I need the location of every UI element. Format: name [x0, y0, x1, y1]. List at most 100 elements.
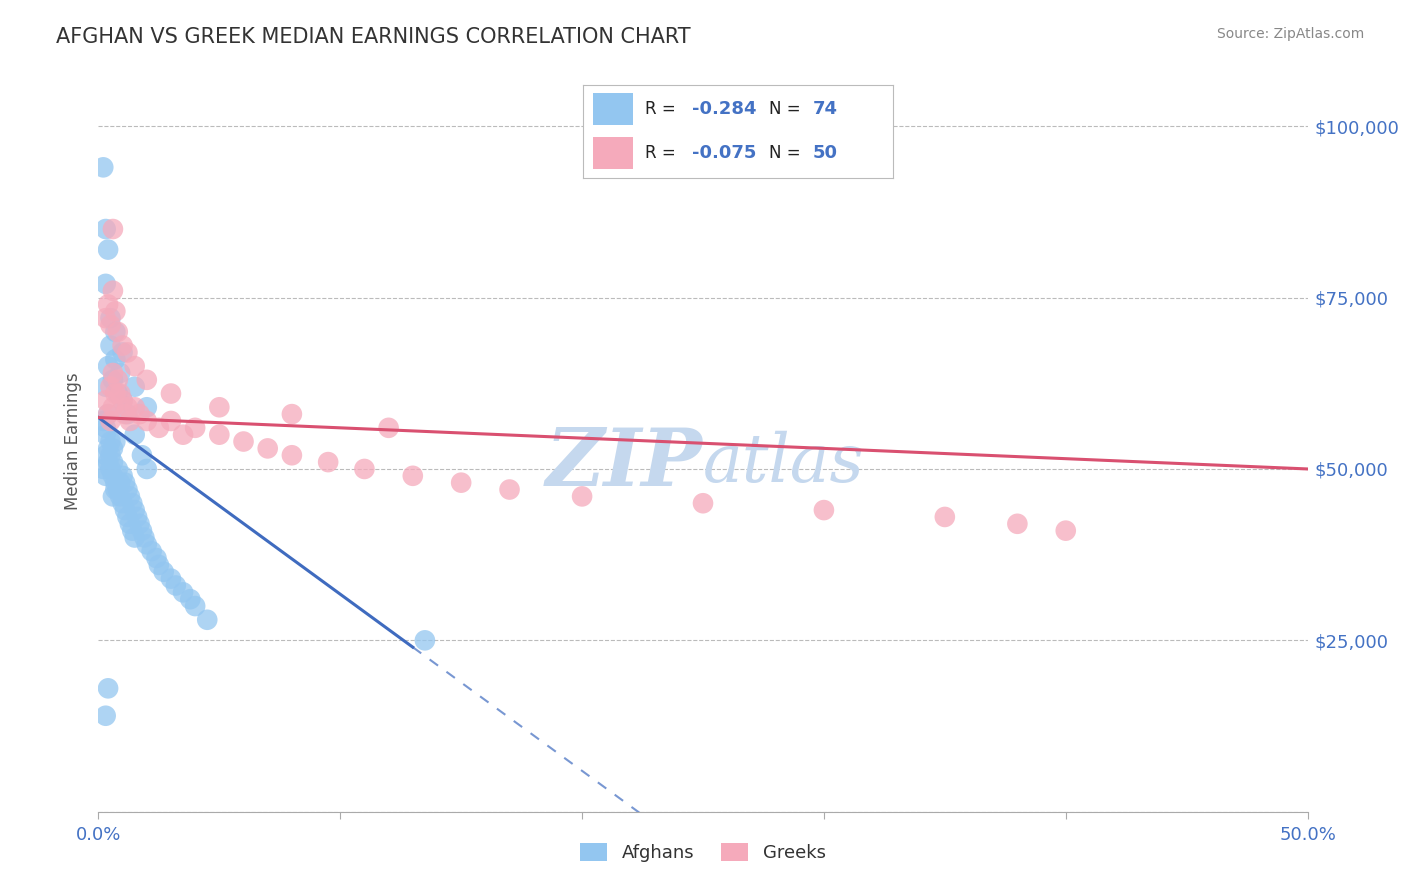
- Text: -0.284: -0.284: [692, 100, 756, 118]
- Point: [108, 489, 131, 503]
- Point: [104, 386, 127, 401]
- Point: [111, 393, 134, 408]
- Point: [107, 386, 129, 401]
- Point: [160, 572, 183, 586]
- Point: [208, 401, 231, 415]
- Bar: [593, 137, 633, 169]
- Point: [91, 414, 114, 428]
- Point: [172, 585, 194, 599]
- Point: [145, 551, 167, 566]
- Point: [118, 516, 141, 531]
- Point: [498, 483, 520, 497]
- Point: [101, 489, 124, 503]
- Point: [91, 161, 114, 175]
- Point: [94, 468, 117, 483]
- Point: [160, 414, 183, 428]
- Point: [104, 483, 127, 497]
- Point: [94, 380, 117, 394]
- Point: [97, 297, 120, 311]
- Point: [402, 468, 425, 483]
- Point: [117, 401, 139, 415]
- Point: [148, 558, 170, 572]
- Point: [101, 455, 124, 469]
- Point: [104, 325, 127, 339]
- Point: [94, 448, 117, 462]
- Point: [94, 421, 117, 435]
- Point: [117, 510, 139, 524]
- Text: N =: N =: [769, 145, 806, 162]
- Point: [377, 421, 399, 435]
- Point: [450, 475, 472, 490]
- Point: [104, 434, 127, 449]
- Point: [1054, 524, 1077, 538]
- Point: [141, 544, 163, 558]
- Point: [97, 407, 120, 421]
- Point: [101, 401, 124, 415]
- Point: [114, 407, 136, 421]
- Point: [208, 427, 231, 442]
- Point: [128, 516, 150, 531]
- Point: [94, 427, 117, 442]
- Text: R =: R =: [645, 100, 682, 118]
- Point: [124, 427, 146, 442]
- Point: [135, 537, 157, 551]
- Point: [101, 284, 124, 298]
- Point: [124, 503, 146, 517]
- Point: [101, 373, 124, 387]
- Point: [184, 599, 207, 613]
- Legend: Afghans, Greeks: Afghans, Greeks: [572, 836, 834, 870]
- Y-axis label: Median Earnings: Median Earnings: [65, 373, 83, 510]
- Point: [135, 414, 157, 428]
- Point: [934, 510, 956, 524]
- Point: [97, 407, 120, 421]
- Point: [281, 407, 304, 421]
- Point: [117, 407, 139, 421]
- Point: [97, 681, 120, 696]
- Point: [101, 468, 124, 483]
- Point: [104, 304, 127, 318]
- Point: [94, 277, 117, 291]
- Point: [124, 531, 146, 545]
- Text: atlas: atlas: [703, 431, 865, 496]
- Point: [97, 442, 120, 456]
- Point: [100, 434, 122, 449]
- Text: 50: 50: [813, 145, 838, 162]
- Point: [114, 475, 136, 490]
- Point: [100, 448, 122, 462]
- Point: [195, 613, 218, 627]
- Point: [165, 578, 187, 592]
- Text: 74: 74: [813, 100, 838, 118]
- Point: [124, 359, 146, 373]
- Point: [94, 311, 117, 326]
- Point: [121, 524, 143, 538]
- Text: AFGHAN VS GREEK MEDIAN EARNINGS CORRELATION CHART: AFGHAN VS GREEK MEDIAN EARNINGS CORRELAT…: [56, 27, 690, 46]
- Point: [118, 489, 141, 503]
- Point: [117, 483, 139, 497]
- Point: [108, 366, 131, 380]
- Point: [97, 455, 120, 469]
- Point: [111, 338, 134, 352]
- Point: [94, 708, 117, 723]
- Point: [107, 462, 129, 476]
- Point: [121, 496, 143, 510]
- Point: [134, 531, 156, 545]
- Point: [104, 475, 127, 490]
- Point: [1007, 516, 1029, 531]
- Point: [101, 222, 124, 236]
- Point: [94, 393, 117, 408]
- Point: [135, 401, 157, 415]
- Text: N =: N =: [769, 100, 806, 118]
- Point: [281, 448, 304, 462]
- Point: [160, 386, 183, 401]
- Point: [135, 462, 157, 476]
- Point: [101, 442, 124, 456]
- Point: [108, 475, 131, 490]
- Text: R =: R =: [645, 145, 682, 162]
- Point: [124, 401, 146, 415]
- Point: [232, 434, 254, 449]
- Point: [353, 462, 375, 476]
- Point: [692, 496, 714, 510]
- Text: -0.075: -0.075: [692, 145, 756, 162]
- Point: [100, 462, 122, 476]
- Point: [94, 222, 117, 236]
